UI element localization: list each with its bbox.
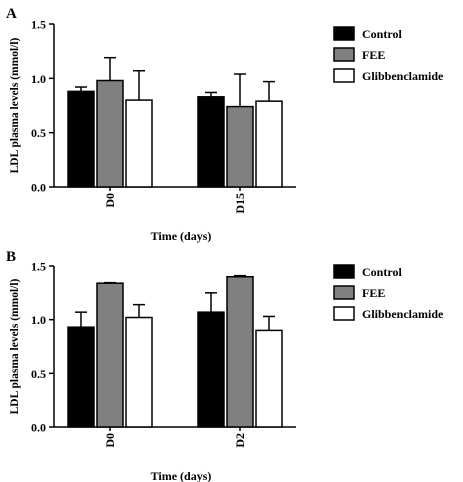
bar-glibenclamide-d2 <box>255 329 283 428</box>
y-tick-label: 1.5 <box>31 260 46 274</box>
bar-glibenclamide-d15 <box>255 100 283 188</box>
panel-b-chart: B 0.0 0.5 1.0 1.5 LDL plasma levels (mmol/l) D… <box>6 249 444 482</box>
x-axis-title: Time (days) <box>151 229 212 243</box>
legend-label-fee: FEE <box>362 286 385 300</box>
bar-control-d2 <box>197 311 225 428</box>
legend-label-control: Control <box>362 27 402 41</box>
legend-swatch-control <box>333 26 355 41</box>
bar-control-d15 <box>197 96 225 188</box>
x-tick-label: D2 <box>233 433 247 448</box>
y-tick-label: 1.5 <box>31 18 46 32</box>
y-tick-label: 1.0 <box>31 72 46 86</box>
legend-label-glibenclamide: Glibbenclamide <box>362 69 444 83</box>
bar-control-d0 <box>67 90 95 188</box>
panel-a-chart: A 0.0 0.5 1.0 1.5 LDL plasma levels (mmol/l) D… <box>6 6 444 243</box>
legend-label-glibenclamide: Glibbenclamide <box>362 307 444 321</box>
legend-swatch-fee <box>333 47 355 62</box>
bar-fee-d0 <box>96 79 124 188</box>
legend-swatch-fee <box>333 285 355 300</box>
panel-label: A <box>6 6 17 22</box>
y-tick-label: 0.5 <box>31 126 46 140</box>
legend: Control FEE Glibbenclamide <box>333 26 444 83</box>
y-tick-label: 1.0 <box>31 313 46 327</box>
y-tick-label: 0.0 <box>31 181 46 195</box>
panel-label: B <box>6 249 16 265</box>
y-tick-label: 0.0 <box>31 421 46 435</box>
x-tick-label: D0 <box>103 433 117 448</box>
bar-glibenclamide-d0 <box>125 316 153 428</box>
bar-fee-d0 <box>96 282 124 428</box>
legend-swatch-glibenclamide <box>333 306 355 321</box>
y-axis-title: LDL plasma levels (mmol/l) <box>9 37 21 173</box>
bar-control-d0 <box>67 326 95 428</box>
x-axis-title: Time (days) <box>151 469 212 482</box>
legend: Control FEE Glibbenclamide <box>333 264 444 321</box>
legend-swatch-control <box>333 264 355 279</box>
bar-glibenclamide-d0 <box>125 99 153 188</box>
legend-swatch-glibenclamide <box>333 68 355 83</box>
legend-label-control: Control <box>362 265 402 279</box>
bar-fee-d2 <box>226 275 254 428</box>
y-axis-title: LDL plasma levels (mmol/l) <box>9 278 21 414</box>
x-tick-label: D0 <box>103 193 117 208</box>
bar-fee-d15 <box>226 105 254 188</box>
x-tick-label: D15 <box>233 193 247 214</box>
legend-label-fee: FEE <box>362 48 385 62</box>
y-tick-label: 0.5 <box>31 367 46 381</box>
